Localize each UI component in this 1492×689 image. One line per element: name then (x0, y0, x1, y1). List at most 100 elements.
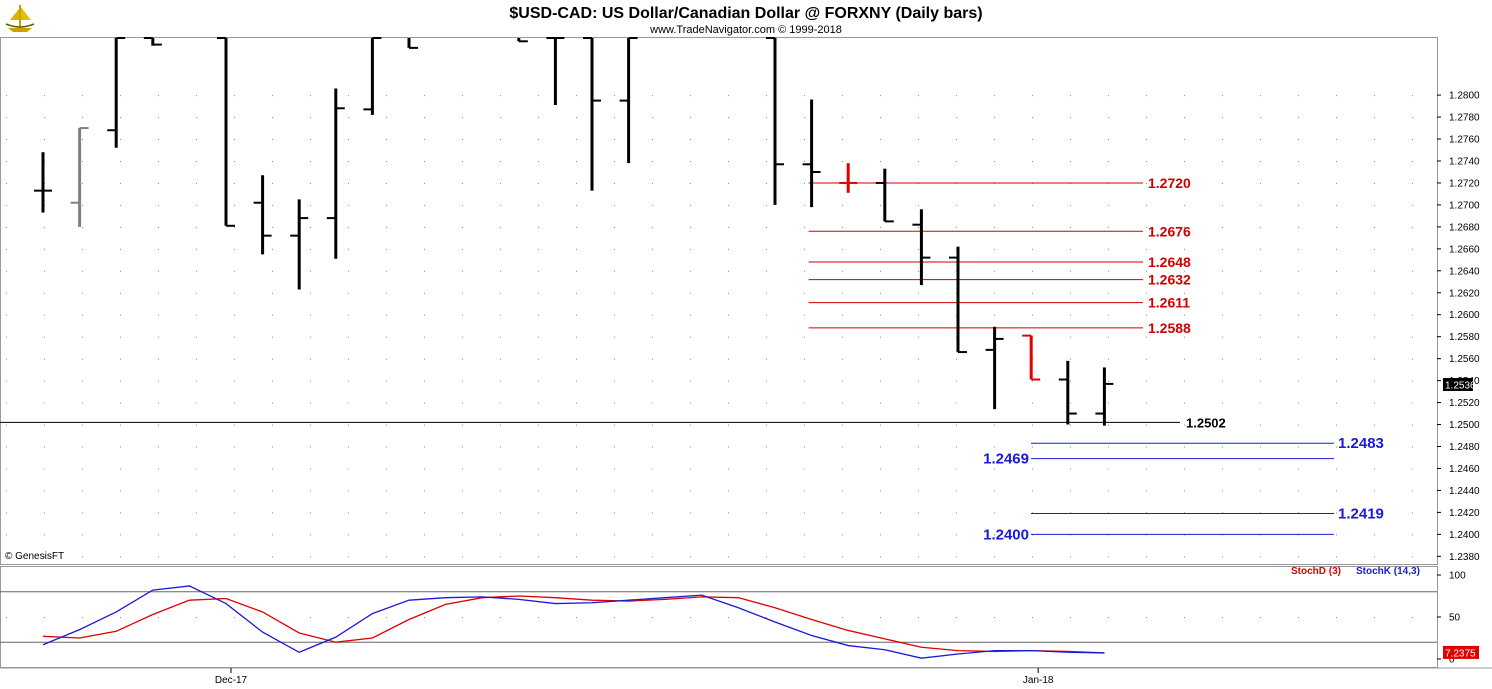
grid-dot (576, 95, 577, 97)
grid-dot (272, 534, 273, 536)
grid-dot (576, 336, 577, 338)
grid-dot (158, 617, 159, 618)
grid-dot (1070, 556, 1071, 558)
grid-dot (1336, 117, 1337, 119)
y-tick-label: 1.2700 (1449, 200, 1480, 211)
grid-dot (538, 270, 539, 272)
y-tick-label: 1.2580 (1449, 332, 1480, 343)
grid-dot (348, 182, 349, 184)
grid-dot (994, 270, 995, 272)
grid-dot (766, 139, 767, 141)
grid-dot (728, 446, 729, 448)
grid-dot (310, 402, 311, 404)
grid-dot (6, 402, 7, 404)
grid-dot (196, 424, 197, 426)
grid-dot (1032, 204, 1033, 206)
grid-dot (652, 534, 653, 536)
grid-dot (44, 534, 45, 536)
grid-dot (1260, 490, 1261, 492)
grid-dot (842, 292, 843, 294)
grid-dot (1336, 270, 1337, 272)
grid-dot (842, 270, 843, 272)
grid-dot (196, 446, 197, 448)
grid-dot (158, 556, 159, 558)
grid-dot (956, 139, 957, 141)
grid-dot (1146, 512, 1147, 514)
grid-dot (348, 314, 349, 316)
grid-dot (1070, 468, 1071, 470)
grid-dot (690, 117, 691, 119)
grid-dot (234, 182, 235, 184)
grid-dot (1184, 314, 1185, 316)
grid-dot (158, 468, 159, 470)
grid-dot (120, 534, 121, 536)
grid-dot (1412, 512, 1413, 514)
grid-dot (1412, 424, 1413, 426)
grid-dot (6, 270, 7, 272)
grid-dot (348, 226, 349, 228)
grid-dot (196, 490, 197, 492)
grid-dot (1374, 424, 1375, 426)
grid-dot (918, 226, 919, 228)
grid-dot (1260, 314, 1261, 316)
grid-dot (1070, 270, 1071, 272)
grid-dot (842, 358, 843, 360)
grid-dot (462, 424, 463, 426)
grid-dot (500, 270, 501, 272)
grid-dot (880, 556, 881, 558)
grid-dot (690, 95, 691, 97)
grid-dot (956, 358, 957, 360)
grid-dot (1222, 95, 1223, 97)
grid-dot (880, 336, 881, 338)
grid-dot (1222, 336, 1223, 338)
grid-dot (918, 512, 919, 514)
grid-dot (386, 380, 387, 382)
grid-dot (44, 314, 45, 316)
genesis-copyright: © GenesisFT (5, 551, 64, 562)
grid-dot (804, 446, 805, 448)
grid-dot (500, 424, 501, 426)
grid-dot (234, 380, 235, 382)
grid-dot (576, 139, 577, 141)
grid-dot (348, 204, 349, 206)
grid-dot (614, 512, 615, 514)
grid-dot (918, 336, 919, 338)
y-tick-label: 1.2680 (1449, 222, 1480, 233)
grid-dot (1298, 270, 1299, 272)
grid-dot (880, 490, 881, 492)
grid-dot (1222, 139, 1223, 141)
grid-dot (614, 270, 615, 272)
grid-dot (538, 95, 539, 97)
grid-dot (1336, 512, 1337, 514)
y-tick-label: 1.2480 (1449, 442, 1480, 453)
grid-dot (1336, 139, 1337, 141)
grid-dot (234, 270, 235, 272)
grid-dot (1108, 270, 1109, 272)
grid-dot (1146, 358, 1147, 360)
grid-dot (234, 402, 235, 404)
grid-dot (120, 402, 121, 404)
grid-dot (424, 490, 425, 492)
grid-dot (842, 160, 843, 162)
grid-dot (1260, 204, 1261, 206)
grid-dot (728, 336, 729, 338)
grid-dot (196, 248, 197, 250)
grid-dot (804, 270, 805, 272)
grid-dot (386, 402, 387, 404)
grid-dot (652, 424, 653, 426)
ohlc-bar (290, 199, 309, 290)
grid-dot (576, 402, 577, 404)
ohlc-bar (34, 152, 52, 213)
ohlc-bar (839, 163, 858, 193)
grid-dot (880, 446, 881, 448)
grid-dot (1298, 160, 1299, 162)
grid-dot (994, 534, 995, 536)
grid-dot (348, 95, 349, 97)
grid-dot (424, 336, 425, 338)
grid-dot (6, 95, 7, 97)
grid-dot (576, 556, 577, 558)
stoch-tick-label: 50 (1449, 613, 1461, 624)
grid-dot (538, 292, 539, 294)
grid-dot (310, 160, 311, 162)
grid-dot (956, 380, 957, 382)
